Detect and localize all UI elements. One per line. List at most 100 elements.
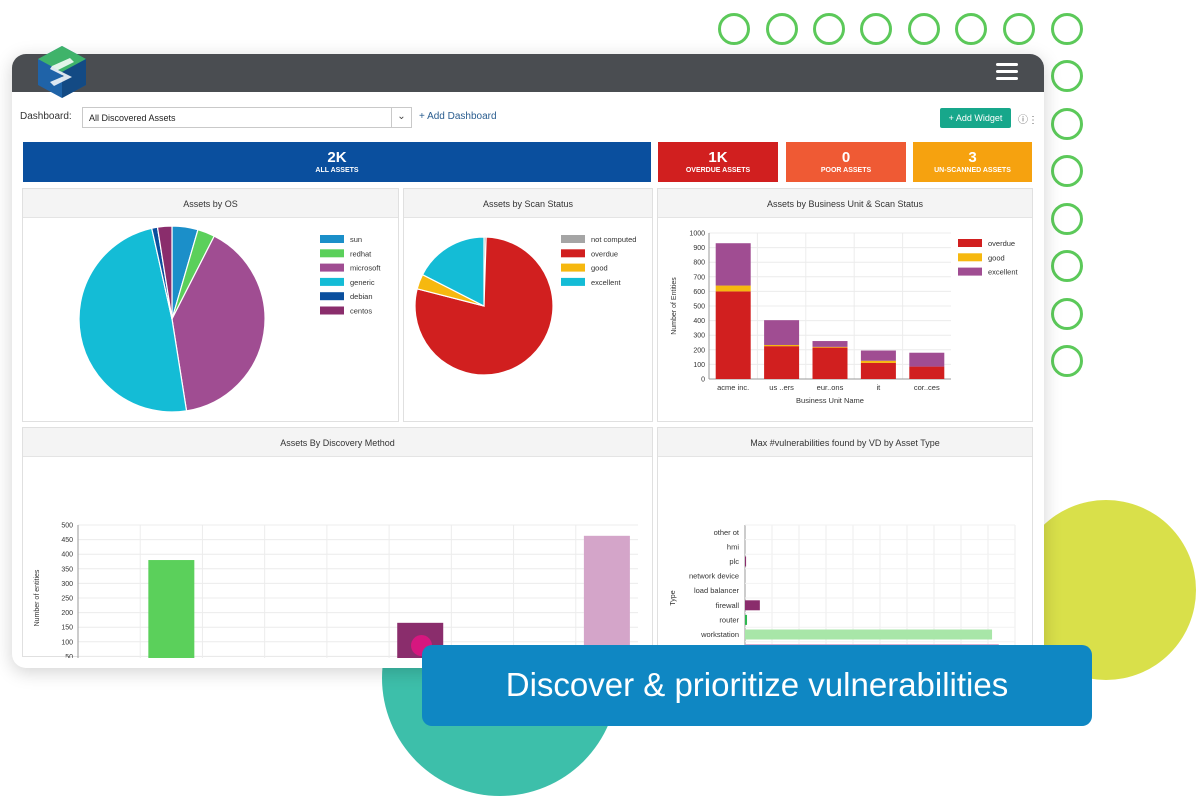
bu-ytick-label: 300: [693, 333, 705, 340]
kpi-value: 0: [841, 149, 851, 166]
dashboard-select[interactable]: All Discovered Assets ⌄: [82, 107, 412, 128]
bu-bar-good: [812, 346, 848, 348]
scan-legend-swatch: [561, 263, 585, 272]
scan-legend-label: good: [591, 264, 608, 273]
bu-xtick-label: us ..ers: [769, 383, 794, 392]
scan-legend-swatch: [561, 277, 585, 286]
bu-ytick-label: 1000: [689, 231, 705, 238]
kpi-value: 1K: [708, 149, 728, 166]
panel-title: Assets by OS: [23, 189, 398, 218]
vuln-ytick-label: plc: [729, 557, 739, 566]
kpi-poor-assets[interactable]: 0 POOR ASSETS: [786, 142, 906, 182]
bu-legend-swatch: [958, 239, 982, 247]
panel-title: Assets by Scan Status: [404, 189, 652, 218]
bu-legend-label: good: [988, 253, 1005, 262]
panel-title: Assets by Business Unit & Scan Status: [658, 189, 1032, 218]
disc-ytick-label: 300: [61, 581, 73, 588]
discovery-method-bar-chart: 050100150200250300350400450500awsindegyf…: [34, 523, 638, 658]
panel-assets-by-os: Assets by OS sun redhat microsoft generic de…: [22, 188, 399, 422]
os-legend-label: centos: [350, 307, 372, 316]
kpi-overdue-assets[interactable]: 1K OVERDUE ASSETS: [658, 142, 778, 182]
dashboard-window: Dashboard: All Discovered Assets ⌄ + Add…: [12, 54, 1044, 668]
scan-legend-label: excellent: [591, 278, 622, 287]
disc-ytick-label: 250: [61, 596, 73, 603]
hamburger-menu-icon[interactable]: [996, 63, 1018, 81]
bu-bar-excellent: [860, 350, 896, 361]
os-legend-swatch: [320, 263, 344, 272]
bu-xtick-label: cor..ces: [914, 383, 940, 392]
info-icon[interactable]: ⓘ⋮: [1018, 115, 1038, 126]
bu-bar-overdue: [909, 366, 945, 379]
os-legend-swatch: [320, 277, 344, 286]
bu-ytick-label: 0: [701, 377, 705, 384]
vuln-ytick-label: network device: [689, 572, 739, 581]
vuln-ytick-label: other ot: [714, 528, 740, 537]
disc-ytick-label: 50: [65, 654, 73, 658]
vulnerabilities-hbar-chart: 0200400600800100012001400160018002000oth…: [670, 524, 1016, 658]
panel-title: Assets By Discovery Method: [23, 428, 652, 457]
decor-ring: [1051, 13, 1083, 45]
disc-ytick-label: 100: [61, 639, 73, 646]
os-legend-label: redhat: [350, 249, 372, 258]
disc-ytick-label: 150: [61, 625, 73, 632]
decor-ring: [1051, 60, 1083, 92]
disc-ytick-label: 400: [61, 552, 73, 559]
bu-legend-swatch: [958, 253, 982, 262]
title-bar: [12, 54, 1044, 92]
kpi-label: ALL ASSETS: [315, 167, 359, 174]
scan-slice-excellent: [421, 236, 485, 307]
bu-bar-good: [764, 344, 800, 347]
decor-ring: [1051, 203, 1083, 235]
bu-ytick-label: 500: [693, 304, 705, 311]
decor-ring: [1051, 155, 1083, 187]
decor-ring: [766, 13, 798, 45]
bu-bar-overdue: [764, 346, 800, 379]
vuln-ytick-label: load balancer: [694, 586, 740, 595]
bu-xtick-label: eur..ons: [817, 383, 844, 392]
kpi-label: POOR ASSETS: [820, 167, 872, 174]
panel-max-vulnerabilities: Max #vulnerabilities found by VD by Asse…: [657, 427, 1033, 658]
app-logo-icon: [38, 46, 86, 98]
scan-legend-swatch: [561, 249, 585, 258]
os-slice-generic: [78, 227, 188, 413]
panel-assets-by-discovery-method: Assets By Discovery Method 0501001502002…: [22, 427, 653, 658]
bu-ytick-label: 800: [693, 260, 705, 267]
vuln-bar-workstation: [745, 629, 993, 640]
vuln-y-axis-title: Type: [670, 590, 677, 605]
tagline-banner: Discover & prioritize vulnerabilities: [422, 645, 1092, 726]
bu-legend-swatch: [958, 267, 982, 276]
decor-ring: [1003, 13, 1035, 45]
bu-xtick-label: it: [877, 383, 882, 392]
bu-ytick-label: 200: [693, 347, 705, 354]
panel-assets-by-scan-status: Assets by Scan Status not computed overdu…: [403, 188, 653, 422]
vuln-ytick-label: firewall: [716, 601, 740, 610]
bu-legend-label: overdue: [988, 239, 1015, 248]
dashboard-label: Dashboard:: [20, 111, 72, 122]
os-legend-label: sun: [350, 235, 362, 244]
kpi-label: UN-SCANNED ASSETS: [934, 167, 1011, 174]
kpi-all-assets[interactable]: 2K ALL ASSETS: [23, 142, 651, 182]
add-widget-button[interactable]: + Add Widget: [940, 108, 1011, 128]
os-legend-swatch: [320, 235, 344, 243]
decor-ring: [1051, 298, 1083, 330]
disc-ytick-label: 350: [61, 566, 73, 573]
disc-y-axis-title: Number of entities: [34, 569, 41, 626]
disc-bar-nessus: [583, 535, 630, 658]
bu-ytick-label: 400: [693, 318, 705, 325]
vuln-bar-router: [745, 614, 748, 625]
bu-bar-overdue: [812, 347, 848, 379]
bu-bar-excellent: [909, 352, 945, 367]
kpi-unscanned-assets[interactable]: 3 UN-SCANNED ASSETS: [913, 142, 1032, 182]
disc-ytick-label: 450: [61, 537, 73, 544]
add-dashboard-link[interactable]: + Add Dashboard: [419, 111, 497, 122]
chevron-down-icon[interactable]: ⌄: [391, 108, 411, 127]
bu-y-axis-title: Number of Entities: [671, 277, 678, 335]
decor-ring: [813, 13, 845, 45]
scan-legend-label: not computed: [591, 235, 636, 244]
bu-ytick-label: 600: [693, 289, 705, 296]
bu-legend-label: excellent: [988, 268, 1019, 277]
bu-bar-excellent: [812, 341, 848, 347]
os-legend-swatch: [320, 292, 344, 301]
vuln-ytick-label: workstation: [700, 630, 739, 639]
